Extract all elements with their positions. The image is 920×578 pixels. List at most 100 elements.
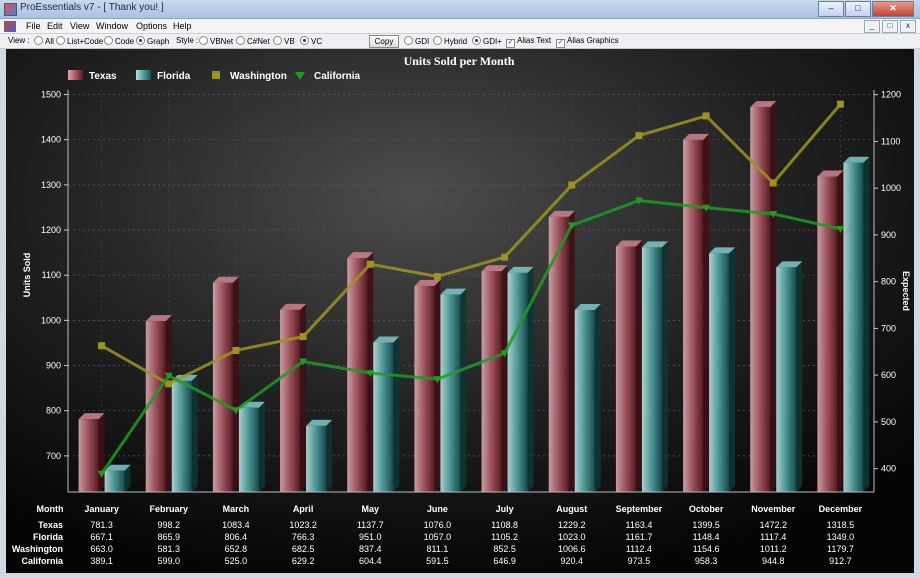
bar-florida-8	[641, 247, 662, 492]
series-line-washington	[100, 103, 842, 386]
table-cell-washington-10: 1011.2	[760, 544, 787, 554]
y-axis-label: Units Sold	[22, 253, 32, 298]
radio-icon	[236, 36, 245, 45]
table-cell-california-0: 389.1	[90, 556, 113, 566]
legend-label-california: California	[314, 71, 361, 82]
table-cell-texas-4: 1137.7	[357, 520, 384, 530]
bar-texas-0	[78, 419, 99, 492]
style-option-vbnet[interactable]: VBNet	[199, 36, 233, 46]
mdi-restore-button[interactable]: □	[882, 20, 898, 33]
style-option-vc[interactable]: VC	[300, 36, 322, 46]
point-washington-4	[366, 260, 374, 268]
y-tick-label-5: 1200	[41, 225, 61, 235]
bar-texas-5	[414, 286, 435, 492]
copy-button[interactable]: Copy	[369, 35, 399, 48]
bar-top-florida-3	[306, 419, 333, 426]
view-option-code[interactable]: Code	[104, 36, 134, 46]
menu-edit[interactable]: Edit	[47, 21, 63, 31]
table-row-label-washington: Washington	[12, 544, 63, 554]
checkmark-icon: ✓	[506, 39, 515, 48]
y-tick-label-2: 900	[46, 361, 61, 371]
table-cell-florida-9: 1148.4	[693, 532, 720, 542]
style-option-vb[interactable]: VB	[273, 36, 295, 46]
point-california-4	[366, 370, 375, 378]
point-washington-6	[501, 253, 509, 261]
point-california-9	[702, 204, 711, 212]
view-option-list-code[interactable]: List+Code	[56, 36, 103, 46]
x-tick-label-10: November	[751, 504, 796, 514]
bar-side-texas-10	[770, 101, 777, 493]
bar-texas-11	[817, 176, 838, 492]
legend-swatch-texas	[68, 70, 83, 80]
bar-texas-4	[347, 258, 368, 492]
checkmark-icon: ✓	[556, 39, 565, 48]
table-cell-texas-11: 1318.5	[827, 520, 855, 530]
close-button[interactable]: ✕	[872, 1, 914, 17]
table-row-label-texas: Texas	[38, 520, 63, 530]
menu-options[interactable]: Options	[136, 21, 168, 31]
view-option-graph[interactable]: Graph	[136, 36, 169, 46]
bar-side-texas-6	[501, 265, 508, 492]
bar-florida-1	[171, 380, 192, 492]
minimize-button[interactable]: –	[818, 1, 844, 17]
menu-help[interactable]: Help	[173, 21, 192, 31]
bar-top-florida-5	[440, 288, 467, 295]
table-cell-texas-2: 1083.4	[222, 520, 250, 530]
bar-florida-0	[104, 470, 125, 492]
render-option-hybrid[interactable]: Hybrid	[433, 36, 467, 46]
bar-side-florida-10	[796, 261, 803, 492]
y2-axis-label: Expected	[901, 271, 911, 311]
table-cell-texas-5: 1076.0	[424, 520, 452, 530]
mdi-minimize-button[interactable]: _	[864, 20, 880, 33]
bar-top-florida-4	[373, 336, 400, 343]
style-option-csharp[interactable]: C#Net	[236, 36, 270, 46]
x-tick-label-8: September	[616, 504, 663, 514]
table-cell-washington-6: 852.5	[493, 544, 516, 554]
legend-label-florida: Florida	[157, 71, 191, 82]
menu-view[interactable]: View	[70, 21, 90, 31]
x-tick-label-6: July	[496, 504, 514, 514]
x-tick-label-9: October	[689, 504, 724, 514]
bar-top-florida-6	[507, 266, 534, 273]
alias-text-checkbox[interactable]: ✓ Alias Text	[506, 36, 552, 48]
bar-side-florida-4	[393, 336, 400, 492]
point-california-0	[97, 470, 106, 478]
alias-graphics-checkbox[interactable]: ✓ Alias Graphics	[556, 36, 619, 48]
legend-swatch-california	[295, 72, 305, 80]
render-option-gdiplus[interactable]: GDI+	[472, 36, 502, 46]
bar-top-texas-1	[145, 315, 172, 322]
style-label: Style :	[176, 36, 199, 45]
table-cell-florida-1: 865.9	[157, 532, 180, 542]
title-bar: ProEssentials v7 - [ Thank you! ] – □ ✕	[0, 0, 920, 19]
table-cell-california-4: 604.4	[359, 556, 382, 566]
table-cell-florida-3: 766.3	[292, 532, 315, 542]
bar-florida-11	[843, 162, 864, 492]
radio-icon	[404, 36, 413, 45]
table-cell-florida-4: 951.0	[359, 532, 382, 542]
view-option-all[interactable]: All	[34, 36, 54, 46]
point-california-6	[500, 350, 509, 358]
point-washington-8	[635, 132, 643, 140]
menu-window[interactable]: Window	[96, 21, 129, 31]
table-cell-washington-3: 682.5	[292, 544, 315, 554]
y-tick-label-6: 1300	[41, 180, 61, 190]
radio-selected-icon	[300, 36, 309, 45]
bar-top-texas-11	[817, 170, 844, 177]
point-california-10	[769, 210, 778, 218]
point-california-1	[164, 372, 173, 380]
render-option-gdi[interactable]: GDI	[404, 36, 429, 46]
y-tick-label-4: 1100	[42, 270, 61, 280]
bar-texas-7	[548, 216, 569, 492]
table-cell-california-5: 591.5	[426, 556, 449, 566]
bar-top-texas-4	[347, 252, 374, 259]
mdi-close-button[interactable]: x	[900, 20, 916, 33]
y-tick-label-0: 700	[46, 451, 61, 461]
point-washington-2	[232, 346, 240, 354]
bar-florida-7	[574, 309, 595, 492]
radio-icon	[56, 36, 65, 45]
menu-file[interactable]: File	[26, 21, 41, 31]
table-cell-washington-11: 1179.7	[827, 544, 854, 554]
maximize-button[interactable]: □	[845, 1, 871, 17]
point-california-5	[433, 376, 442, 384]
table-cell-washington-8: 1112.4	[626, 544, 652, 554]
